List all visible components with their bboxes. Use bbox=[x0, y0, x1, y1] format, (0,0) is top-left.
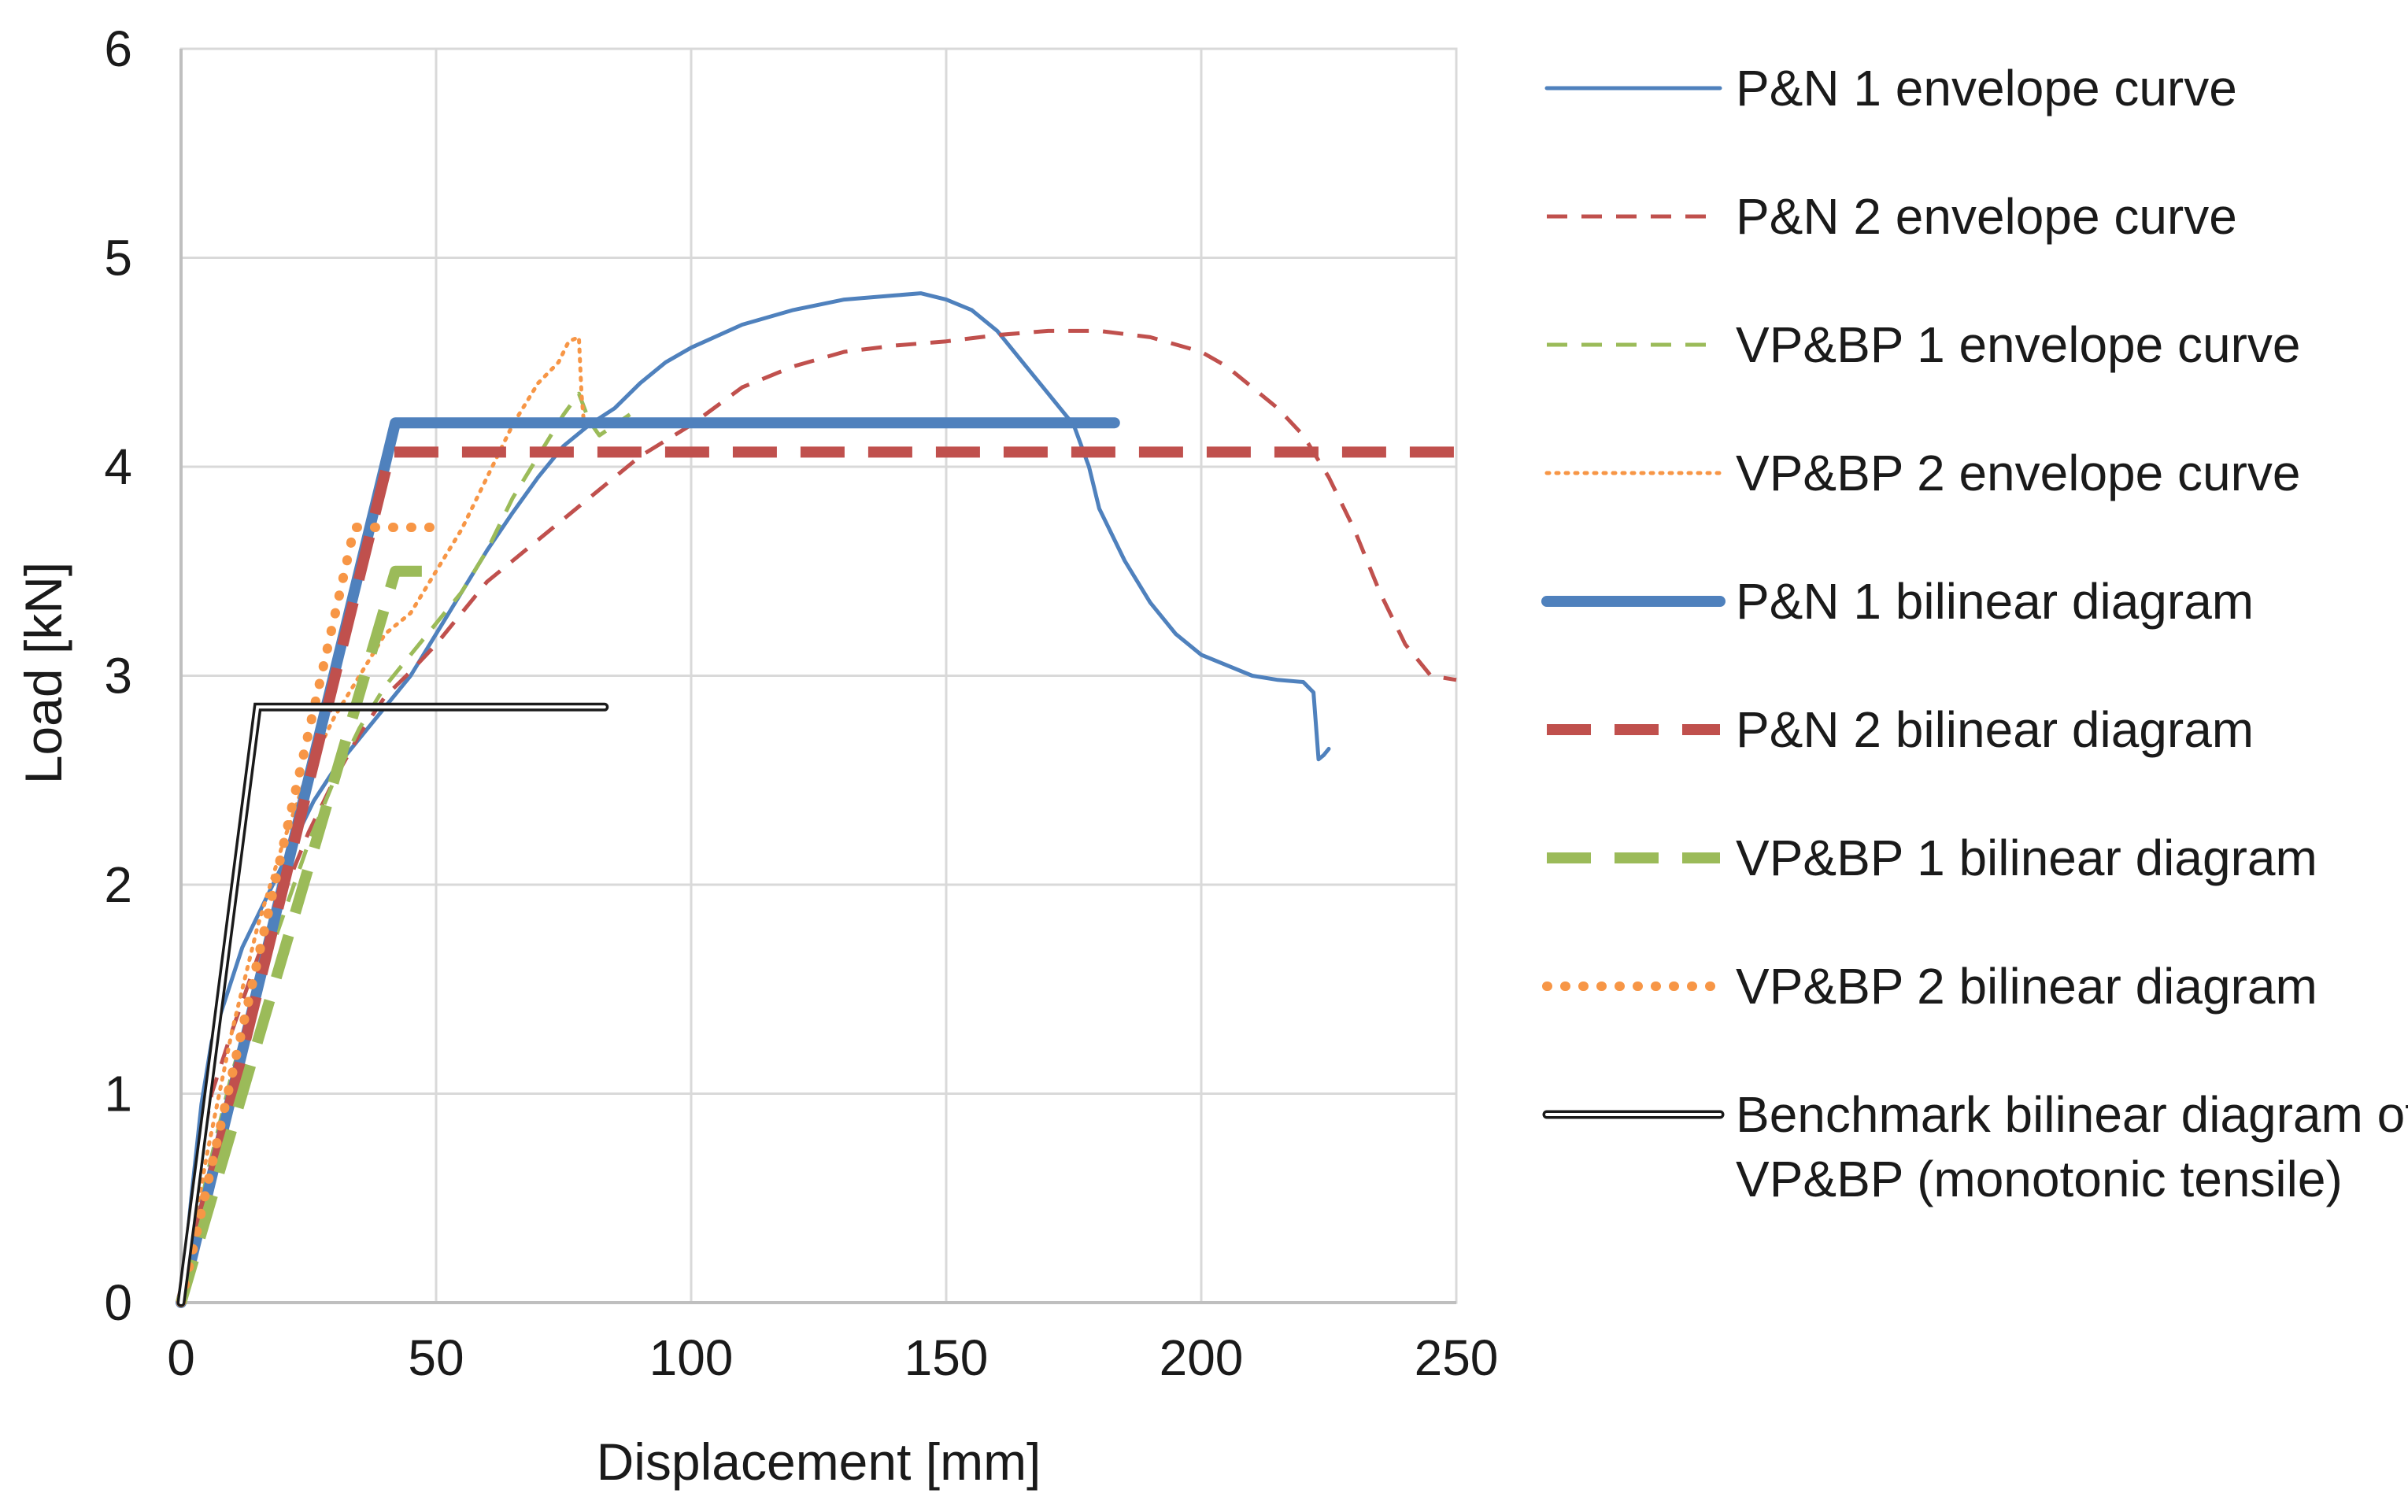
legend-label: VP&BP 1 bilinear diagram bbox=[1736, 830, 2317, 886]
series-vp-bp-2-bilinear-diagram bbox=[176, 523, 441, 1307]
series-benchmark-bilinear-diagram-of-vp-bp-monotonic-tensile-inner bbox=[179, 705, 606, 1304]
axis-layer: 0 50 100 150 200 250 0 1 2 3 4 5 6 bbox=[104, 20, 1498, 1386]
legend-label: VP&BP 2 bilinear diagram bbox=[1736, 958, 2317, 1015]
legend-label-line: VP&BP (monotonic tensile) bbox=[1736, 1151, 2343, 1207]
x-tick-label: 200 bbox=[1160, 1329, 1244, 1386]
y-tick-label: 1 bbox=[104, 1066, 132, 1122]
legend-label: P&N 1 envelope curve bbox=[1736, 60, 2237, 116]
legend-label: VP&BP 1 envelope curve bbox=[1736, 316, 2301, 373]
x-axis-title: Displacement [mm] bbox=[597, 1433, 1041, 1491]
legend-label: P&N 1 bilinear diagram bbox=[1736, 573, 2254, 630]
x-tick-label: 250 bbox=[1415, 1329, 1499, 1386]
y-tick-label: 0 bbox=[104, 1274, 132, 1331]
series-p-n-2-bilinear-diagram bbox=[176, 446, 1456, 1304]
y-tick-label: 6 bbox=[104, 20, 132, 77]
x-tick-label: 0 bbox=[167, 1329, 195, 1386]
series-p-n-1-bilinear-diagram bbox=[176, 417, 1120, 1308]
x-tick-label: 150 bbox=[904, 1329, 989, 1386]
series-p-n-2-envelope-curve bbox=[179, 328, 1457, 1303]
series-layer bbox=[176, 291, 1457, 1308]
series-vp-bp-1-bilinear-diagram bbox=[176, 565, 426, 1304]
grid-layer bbox=[179, 47, 1458, 1304]
legend-label: P&N 2 bilinear diagram bbox=[1736, 701, 2254, 758]
y-tick-label: 4 bbox=[104, 438, 132, 495]
legend-label: P&N 2 envelope curve bbox=[1736, 188, 2237, 245]
y-tick-label: 2 bbox=[104, 856, 132, 913]
x-tick-label: 100 bbox=[649, 1329, 734, 1386]
legend: P&N 1 envelope curve P&N 2 envelope curve… bbox=[1541, 60, 2408, 1207]
y-tick-label: 5 bbox=[104, 230, 132, 287]
series-vp-bp-1-envelope-curve bbox=[179, 391, 631, 1303]
y-axis-title: Load [kN] bbox=[14, 562, 72, 785]
legend-label-line: Benchmark bilinear diagram of bbox=[1736, 1086, 2408, 1143]
x-tick-label: 50 bbox=[408, 1329, 464, 1386]
series-p-n-1-envelope-curve bbox=[179, 291, 1331, 1305]
y-tick-label: 3 bbox=[104, 648, 132, 704]
legend-label: VP&BP 2 envelope curve bbox=[1736, 445, 2301, 501]
series-vp-bp-2-envelope-curve bbox=[179, 335, 586, 1305]
